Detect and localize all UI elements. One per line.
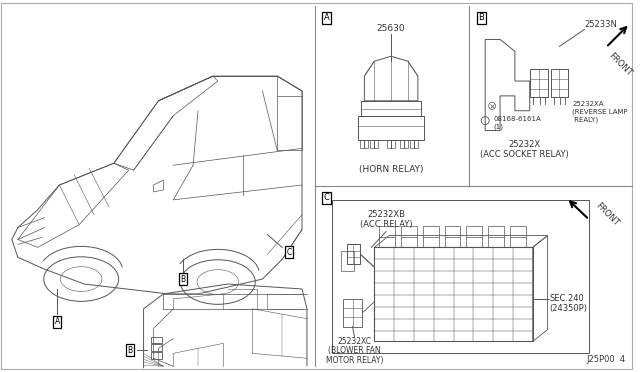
Text: 08168-6161A: 08168-6161A	[493, 116, 541, 122]
Text: (BLOWER FAN: (BLOWER FAN	[328, 346, 381, 355]
Bar	[410, 141, 418, 148]
Text: (ACC RELAY): (ACC RELAY)	[360, 220, 413, 229]
Bar	[360, 141, 369, 148]
Text: (HORN RELAY): (HORN RELAY)	[359, 165, 424, 174]
Text: MOTOR RELAY): MOTOR RELAY)	[326, 356, 383, 365]
Text: B: B	[127, 346, 132, 355]
Text: (1): (1)	[493, 124, 503, 130]
Text: SEC.240: SEC.240	[550, 294, 584, 303]
Text: 25232XB: 25232XB	[367, 210, 405, 219]
Text: C: C	[287, 248, 292, 257]
Bar	[150, 337, 163, 343]
Text: A: A	[324, 13, 330, 22]
Bar	[347, 244, 360, 264]
Bar	[530, 69, 548, 97]
Bar	[510, 225, 526, 237]
Text: C: C	[324, 193, 330, 202]
Text: 25232X: 25232X	[509, 141, 541, 150]
Bar	[550, 69, 568, 97]
Bar	[387, 141, 395, 148]
Text: (REVERSE LAMP: (REVERSE LAMP	[572, 109, 628, 115]
Bar	[423, 225, 438, 237]
Bar	[400, 141, 408, 148]
Text: (ACC SOCKET RELAY): (ACC SOCKET RELAY)	[481, 150, 569, 159]
Text: FRONT: FRONT	[607, 51, 633, 78]
Bar	[374, 247, 532, 341]
Bar	[380, 225, 395, 237]
Bar	[150, 344, 163, 352]
Text: 25232XC: 25232XC	[337, 337, 371, 346]
Bar	[488, 225, 504, 237]
Text: J25P00  4: J25P00 4	[587, 355, 626, 364]
Bar	[358, 116, 424, 141]
Text: (24350P): (24350P)	[550, 304, 588, 313]
Text: B: B	[478, 13, 484, 22]
Text: REALY): REALY)	[572, 117, 598, 123]
Bar	[332, 200, 589, 353]
Text: 25630: 25630	[377, 23, 405, 33]
Text: FRONT: FRONT	[594, 201, 621, 228]
Text: A: A	[55, 317, 60, 326]
Text: B: B	[180, 275, 186, 283]
Text: 25233N: 25233N	[584, 20, 617, 29]
Bar	[401, 225, 417, 237]
Bar	[445, 225, 460, 237]
Bar	[467, 225, 482, 237]
Text: 25232XA: 25232XA	[572, 101, 604, 107]
Bar	[371, 141, 378, 148]
Bar	[340, 251, 355, 271]
Bar	[342, 299, 362, 327]
Bar	[150, 352, 163, 359]
Bar	[362, 101, 421, 116]
